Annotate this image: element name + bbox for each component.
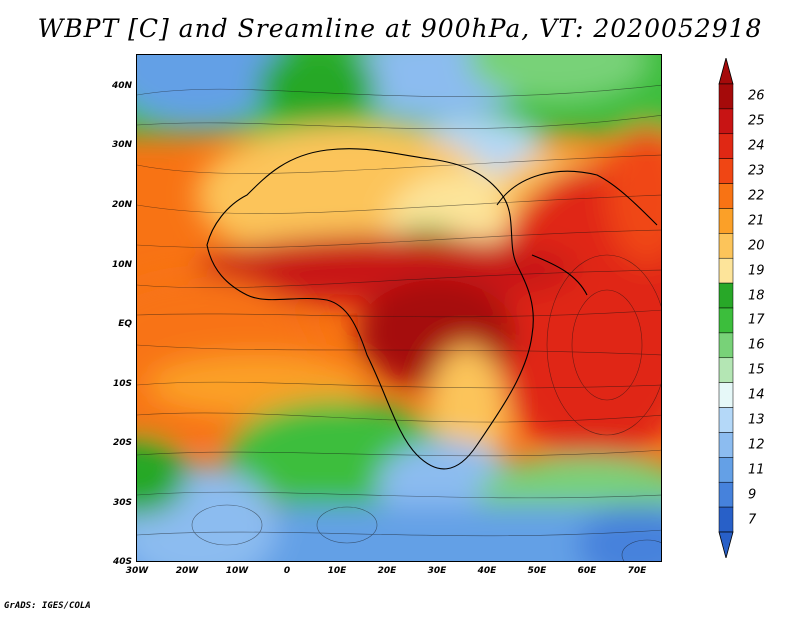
- lat-label-10n: 10N: [111, 260, 132, 270]
- lat-label-30s: 30S: [112, 498, 132, 508]
- colorbar-segment: [718, 108, 734, 135]
- lon-label-30e: 30E: [427, 566, 447, 576]
- map-title: WBPT [C] and Sreamline at 900hPa, VT: 20…: [37, 14, 763, 43]
- colorbar-segment: [718, 183, 734, 209]
- lat-label-eq: EQ: [118, 319, 132, 329]
- lon-label-30w: 30W: [125, 566, 149, 576]
- lat-label-20n: 20N: [111, 200, 132, 210]
- credit-text: GrADS: IGES/COLA: [4, 601, 91, 611]
- lon-label-10e: 10E: [327, 566, 347, 576]
- colorbar-segment: [718, 208, 734, 234]
- colorbar-label: 17: [748, 312, 765, 328]
- wbpt-field: [137, 55, 661, 561]
- colorbar-segment: [718, 432, 734, 458]
- colorbar-segment: [718, 407, 734, 433]
- colorbar-top-arrow: [718, 58, 734, 85]
- colorbar-label: 22: [748, 188, 765, 204]
- colorbar-segment: [718, 332, 734, 359]
- colorbar-label: 14: [748, 387, 765, 403]
- colorbar-label: 7: [748, 512, 757, 528]
- colorbar: [718, 58, 734, 558]
- lat-label-10s: 10S: [112, 379, 132, 389]
- colorbar-label: 13: [748, 412, 765, 428]
- colorbar-label: 9: [748, 487, 757, 503]
- lon-label-70e: 70E: [627, 566, 647, 576]
- colorbar-label: 19: [748, 263, 765, 279]
- colorbar-segment: [718, 257, 734, 284]
- colorbar-label: 26: [748, 88, 765, 104]
- lon-label-60e: 60E: [577, 566, 597, 576]
- colorbar-segment: [718, 282, 734, 309]
- colorbar-segment: [718, 382, 734, 408]
- lat-label-30n: 30N: [111, 140, 132, 150]
- colorbar-segment: [718, 158, 734, 184]
- colorbar-segment: [718, 307, 734, 334]
- colorbar-label: 23: [748, 163, 765, 179]
- colorbar-label: 11: [748, 462, 765, 478]
- lat-label-40n: 40N: [111, 81, 132, 91]
- colorbar-label: 18: [748, 288, 765, 304]
- lon-label-40e: 40E: [477, 566, 497, 576]
- colorbar-segment: [718, 133, 734, 159]
- colorbar-segment: [718, 457, 734, 483]
- lon-label-20w: 20W: [175, 566, 199, 576]
- colorbar-label: 15: [748, 362, 765, 378]
- lat-label-20s: 20S: [112, 438, 132, 448]
- colorbar-segment: [718, 357, 734, 383]
- lat-label-40s: 40S: [112, 557, 132, 567]
- lon-label-10w: 10W: [225, 566, 249, 576]
- colorbar-label: 24: [748, 138, 765, 154]
- colorbar-segment: [718, 506, 734, 533]
- colorbar-label: 25: [748, 113, 765, 129]
- lon-label-50e: 50E: [527, 566, 547, 576]
- colorbar-label: 12: [748, 437, 765, 453]
- colorbar-segment: [718, 481, 734, 508]
- lon-label-0: 0: [283, 566, 291, 576]
- colorbar-segment: [718, 233, 734, 259]
- map-panel[interactable]: [136, 54, 662, 562]
- colorbar-label: 16: [748, 337, 765, 353]
- colorbar-segment: [718, 83, 734, 110]
- lon-label-20e: 20E: [377, 566, 397, 576]
- colorbar-label: 21: [748, 213, 765, 229]
- colorbar-label: 20: [748, 238, 765, 254]
- colorbar-bottom-arrow: [718, 531, 734, 558]
